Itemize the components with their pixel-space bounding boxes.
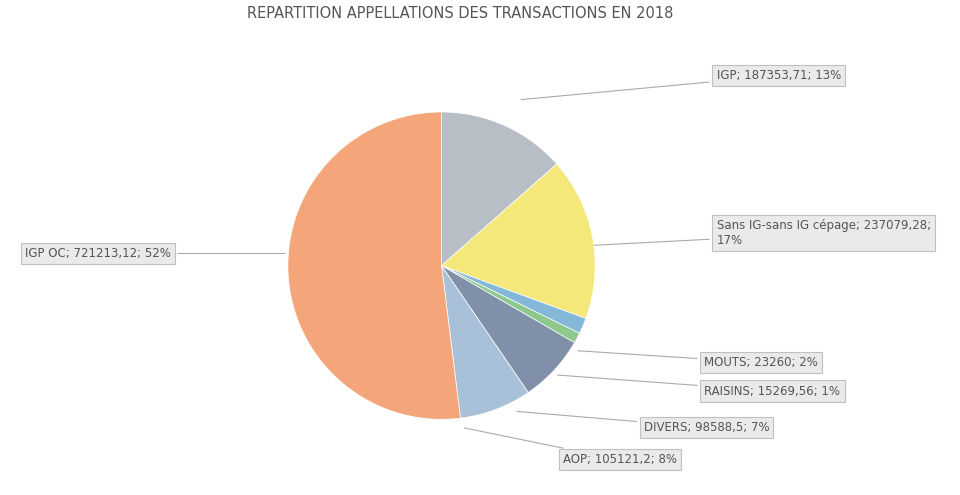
Wedge shape	[442, 266, 528, 418]
Wedge shape	[442, 266, 574, 393]
Text: DIVERS; 98588,5; 7%: DIVERS; 98588,5; 7%	[517, 411, 769, 434]
Text: Sans IG-sans IG cépage; 237079,28;
17%: Sans IG-sans IG cépage; 237079,28; 17%	[594, 219, 930, 248]
Wedge shape	[288, 112, 461, 419]
Text: IGP; 187353,71; 13%: IGP; 187353,71; 13%	[521, 69, 841, 99]
Wedge shape	[442, 164, 595, 318]
Text: AOP; 105121,2; 8%: AOP; 105121,2; 8%	[465, 428, 677, 466]
Title: REPARTITION APPELLATIONS DES TRANSACTIONS EN 2018: REPARTITION APPELLATIONS DES TRANSACTION…	[247, 5, 673, 21]
Text: RAISINS; 15269,56; 1%: RAISINS; 15269,56; 1%	[558, 375, 840, 397]
Text: IGP OC; 721213,12; 52%: IGP OC; 721213,12; 52%	[25, 247, 285, 260]
Wedge shape	[442, 266, 586, 333]
Wedge shape	[442, 266, 580, 343]
Wedge shape	[442, 112, 557, 266]
Text: MOUTS; 23260; 2%: MOUTS; 23260; 2%	[578, 351, 818, 369]
